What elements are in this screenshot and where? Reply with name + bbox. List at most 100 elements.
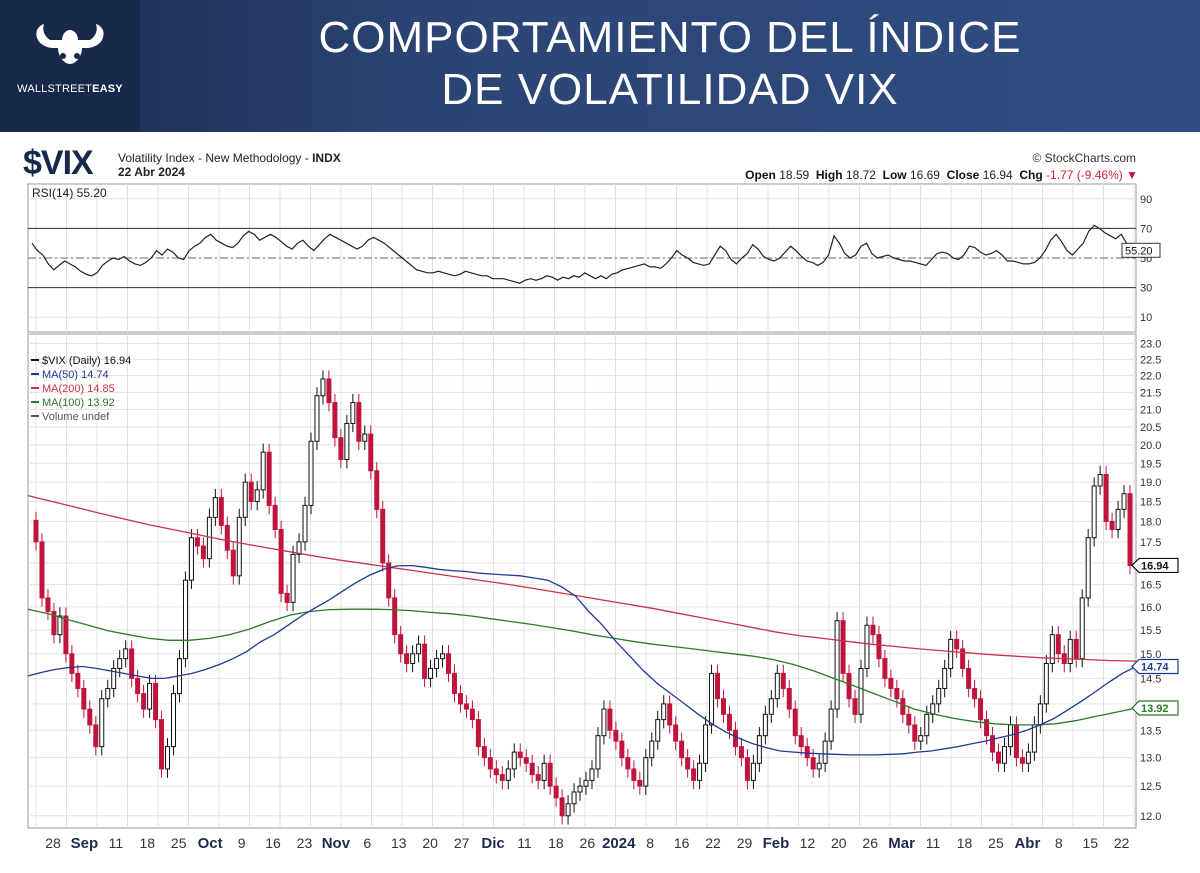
candle bbox=[475, 710, 481, 756]
candle-body bbox=[547, 762, 553, 787]
x-axis-label: 18 bbox=[957, 835, 973, 851]
chart-date: 22 Abr 2024 bbox=[118, 165, 185, 179]
candle-body bbox=[517, 751, 523, 759]
price-tick-label: 18.5 bbox=[1140, 496, 1161, 508]
candle bbox=[326, 370, 332, 412]
candle bbox=[1055, 626, 1061, 663]
candle bbox=[481, 737, 487, 767]
candle bbox=[416, 635, 422, 663]
brand-logo[interactable]: WALLSTREETEASY bbox=[0, 0, 140, 132]
candle bbox=[619, 732, 625, 767]
candle bbox=[942, 659, 948, 698]
candle bbox=[1115, 500, 1121, 539]
candle bbox=[368, 425, 374, 480]
x-axis-label: 8 bbox=[1055, 835, 1063, 851]
candle bbox=[290, 545, 296, 612]
candle bbox=[918, 727, 924, 750]
candle-body bbox=[398, 634, 404, 655]
candle-body bbox=[589, 768, 595, 781]
price-tick-label: 19.5 bbox=[1140, 458, 1161, 470]
candle-body bbox=[1109, 520, 1115, 531]
x-axis-label: 16 bbox=[265, 835, 281, 851]
candle bbox=[583, 771, 589, 795]
candle-body bbox=[218, 497, 224, 526]
candle bbox=[697, 754, 703, 790]
candle-body bbox=[105, 687, 111, 700]
candle bbox=[374, 462, 380, 519]
candle bbox=[1127, 485, 1133, 575]
candle-body bbox=[637, 779, 643, 787]
candle-body bbox=[326, 378, 332, 404]
candle-body bbox=[882, 658, 888, 679]
candle-body bbox=[756, 735, 762, 764]
candle-body bbox=[93, 724, 99, 748]
candle-body bbox=[930, 703, 936, 715]
candle-body bbox=[792, 708, 798, 737]
candle-body bbox=[619, 740, 625, 759]
price-value-tag: 13.92 bbox=[1131, 700, 1179, 716]
candle-body bbox=[290, 553, 296, 603]
candle bbox=[565, 795, 571, 825]
x-axis-label: Oct bbox=[198, 835, 223, 852]
candle-body bbox=[691, 768, 697, 781]
candle-body bbox=[607, 708, 613, 731]
candle bbox=[679, 732, 685, 767]
candle-body bbox=[350, 402, 356, 424]
candle-body bbox=[117, 658, 123, 669]
candle-body bbox=[685, 757, 691, 770]
candle bbox=[212, 488, 218, 527]
tag-text: 14.74 bbox=[1141, 661, 1169, 673]
candle-body bbox=[1091, 485, 1097, 539]
candle bbox=[188, 529, 194, 589]
candle-body bbox=[1085, 537, 1091, 599]
candle bbox=[165, 737, 171, 778]
candle bbox=[75, 664, 81, 698]
candle-body bbox=[768, 698, 774, 715]
candle-body bbox=[242, 481, 248, 518]
candle-body bbox=[434, 658, 440, 669]
price-tick-label: 15.0 bbox=[1140, 649, 1161, 661]
candle-body bbox=[1127, 493, 1133, 566]
x-axis-label: 11 bbox=[109, 835, 124, 851]
candle-body bbox=[212, 497, 218, 518]
x-axis-label: 26 bbox=[580, 835, 596, 851]
candle-body bbox=[487, 757, 493, 770]
candle bbox=[804, 737, 810, 767]
candle-body bbox=[876, 634, 882, 660]
price-panel bbox=[27, 333, 1137, 829]
candle-body bbox=[422, 643, 428, 679]
candle bbox=[870, 616, 876, 644]
x-axis-label: 25 bbox=[171, 835, 187, 851]
candle-body bbox=[1121, 493, 1127, 510]
candle bbox=[446, 645, 451, 683]
candle bbox=[434, 649, 440, 678]
candle bbox=[691, 760, 697, 790]
price-tick-label: 22.0 bbox=[1140, 371, 1161, 383]
candle-body bbox=[141, 693, 147, 710]
candle bbox=[362, 425, 368, 451]
candle bbox=[266, 443, 272, 515]
candle bbox=[272, 496, 278, 539]
candle bbox=[738, 737, 744, 767]
candle-body bbox=[314, 395, 320, 442]
candle bbox=[882, 649, 888, 688]
rsi-value-tag: 55.20 bbox=[1121, 242, 1161, 258]
candle-body bbox=[404, 653, 410, 665]
candle bbox=[135, 669, 141, 703]
x-axis-label: 2024 bbox=[602, 835, 636, 852]
price-value-tag: 16.94 bbox=[1131, 557, 1179, 574]
title-line-1: COMPORTAMIENTO DEL ÍNDICE bbox=[318, 13, 1022, 62]
candle bbox=[996, 743, 1001, 773]
candle-body bbox=[655, 719, 661, 742]
candle-body bbox=[804, 746, 810, 759]
candle-body bbox=[948, 638, 954, 669]
open-label: Open bbox=[745, 168, 776, 182]
candle bbox=[900, 690, 906, 724]
candle-body bbox=[631, 768, 637, 781]
candle-body bbox=[1049, 634, 1055, 665]
candle-body bbox=[942, 667, 948, 689]
candle-body bbox=[111, 667, 117, 689]
candle bbox=[721, 690, 726, 724]
candle bbox=[1109, 512, 1115, 539]
candle bbox=[87, 700, 93, 734]
